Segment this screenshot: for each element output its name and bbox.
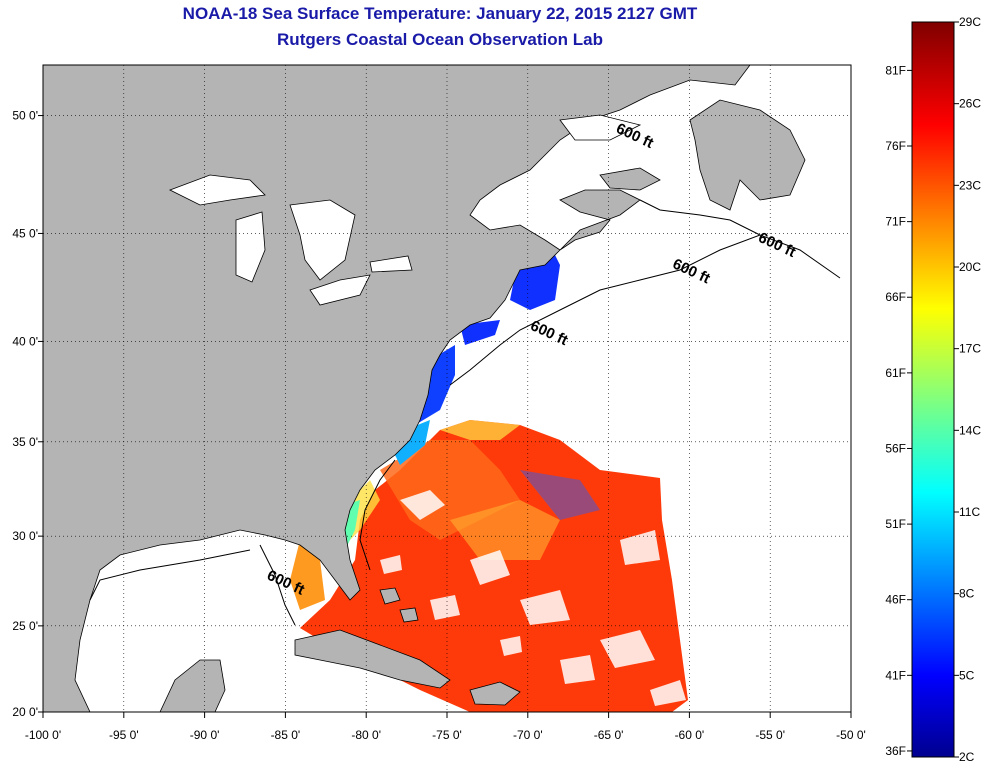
y-tick-label: 30 0' <box>12 529 38 543</box>
x-tick-label: -95 0' <box>109 728 139 742</box>
x-tick-label: -80 0' <box>351 728 381 742</box>
latitude-axis: 20 0' 25 0' 30 0' 35 0' 40 0' 45 0' 50 0' <box>12 109 43 719</box>
colorbar-celsius-label: 5C <box>959 668 975 682</box>
colorbar-celsius-label: 8C <box>959 587 975 601</box>
x-tick-label: -85 0' <box>271 728 301 742</box>
map-title: NOAA-18 Sea Surface Temperature: January… <box>182 4 698 23</box>
colorbar-fahrenheit-label: 51F <box>885 517 906 531</box>
x-tick-label: -70 0' <box>513 728 543 742</box>
x-tick-label: -75 0' <box>432 728 462 742</box>
x-tick-label: -60 0' <box>675 728 705 742</box>
y-tick-label: 25 0' <box>12 619 38 633</box>
y-tick-label: 50 0' <box>12 109 38 123</box>
longitude-axis: -100 0' -95 0' -90 0' -85 0' -80 0' -75 0' -70… <box>25 712 866 742</box>
colorbar-fahrenheit-label: 41F <box>885 668 906 682</box>
colorbar-celsius-label: 2C <box>959 750 975 764</box>
depth-contours <box>89 199 841 626</box>
colorbar-celsius-label: 29C <box>959 15 981 29</box>
colorbar-fahrenheit-label: 81F <box>885 63 906 77</box>
x-tick-label: -65 0' <box>594 728 624 742</box>
colorbar-ticks: 2C 5C 8C 11C 14C 17C 20C 23C 26C 29C 36F 41F 46F 51F 5… <box>885 15 981 764</box>
colorbar-celsius-label: 14C <box>959 423 981 437</box>
y-tick-label: 35 0' <box>12 435 38 449</box>
colorbar-fahrenheit-label: 66F <box>885 290 906 304</box>
colorbar-celsius-label: 23C <box>959 178 981 192</box>
x-tick-label: -55 0' <box>755 728 785 742</box>
colorbar-celsius-label: 20C <box>959 260 981 274</box>
colorbar-fahrenheit-label: 36F <box>885 744 906 758</box>
x-tick-label: -50 0' <box>836 728 866 742</box>
graticule <box>43 65 851 712</box>
colorbar-celsius-label: 11C <box>959 505 980 519</box>
y-tick-label: 20 0' <box>12 705 38 719</box>
x-tick-label: -100 0' <box>25 728 61 742</box>
colorbar-fahrenheit-label: 56F <box>885 441 906 455</box>
land-layer <box>43 65 806 712</box>
colorbar <box>911 21 955 758</box>
colorbar-fahrenheit-label: 61F <box>885 366 906 380</box>
colorbar-fahrenheit-label: 76F <box>885 139 906 153</box>
map-subtitle: Rutgers Coastal Ocean Observation Lab <box>277 30 603 49</box>
x-tick-label: -90 0' <box>190 728 220 742</box>
colorbar-fahrenheit-label: 46F <box>885 593 906 607</box>
colorbar-celsius-label: 26C <box>959 97 981 111</box>
colorbar-celsius-label: 17C <box>959 342 981 356</box>
y-tick-label: 40 0' <box>12 334 38 348</box>
colorbar-fahrenheit-label: 71F <box>885 215 906 229</box>
y-tick-label: 45 0' <box>12 226 38 240</box>
great-lakes <box>169 114 642 306</box>
